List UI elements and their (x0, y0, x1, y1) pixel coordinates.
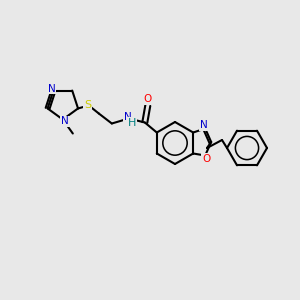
Text: N: N (200, 121, 208, 130)
Text: N: N (47, 84, 55, 94)
Text: O: O (202, 154, 210, 164)
Text: S: S (84, 100, 92, 110)
Text: H: H (128, 118, 136, 128)
Text: O: O (144, 94, 152, 104)
Text: N: N (61, 116, 69, 127)
Text: N: N (124, 112, 132, 122)
